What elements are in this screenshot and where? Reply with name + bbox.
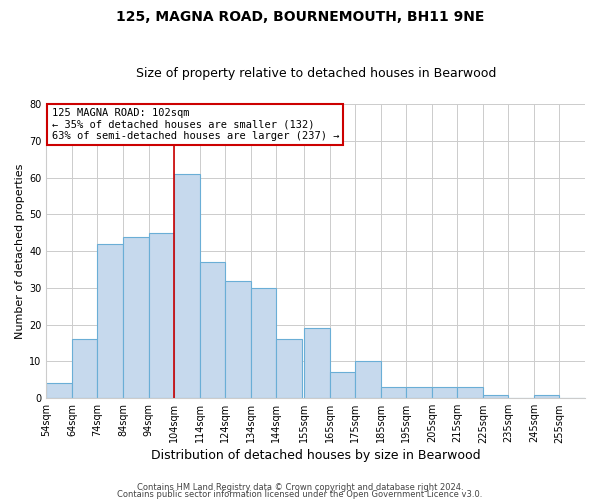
- Bar: [200, 262, 225, 398]
- Bar: [225, 280, 251, 398]
- Title: Size of property relative to detached houses in Bearwood: Size of property relative to detached ho…: [136, 66, 496, 80]
- Bar: [304, 328, 330, 398]
- Bar: [174, 174, 200, 398]
- Bar: [251, 288, 276, 398]
- Bar: [330, 372, 355, 398]
- Bar: [381, 387, 406, 398]
- Text: 125, MAGNA ROAD, BOURNEMOUTH, BH11 9NE: 125, MAGNA ROAD, BOURNEMOUTH, BH11 9NE: [116, 10, 484, 24]
- Bar: [123, 236, 149, 398]
- Bar: [149, 233, 174, 398]
- Bar: [406, 387, 432, 398]
- Bar: [46, 384, 72, 398]
- Text: 125 MAGNA ROAD: 102sqm
← 35% of detached houses are smaller (132)
63% of semi-de: 125 MAGNA ROAD: 102sqm ← 35% of detached…: [52, 108, 339, 141]
- Text: Contains public sector information licensed under the Open Government Licence v3: Contains public sector information licen…: [118, 490, 482, 499]
- Text: Contains HM Land Registry data © Crown copyright and database right 2024.: Contains HM Land Registry data © Crown c…: [137, 484, 463, 492]
- Bar: [97, 244, 123, 398]
- X-axis label: Distribution of detached houses by size in Bearwood: Distribution of detached houses by size …: [151, 450, 481, 462]
- Bar: [276, 340, 302, 398]
- Bar: [72, 340, 97, 398]
- Bar: [457, 387, 483, 398]
- Bar: [534, 394, 559, 398]
- Y-axis label: Number of detached properties: Number of detached properties: [15, 164, 25, 339]
- Bar: [355, 362, 381, 398]
- Bar: [432, 387, 457, 398]
- Bar: [483, 394, 508, 398]
